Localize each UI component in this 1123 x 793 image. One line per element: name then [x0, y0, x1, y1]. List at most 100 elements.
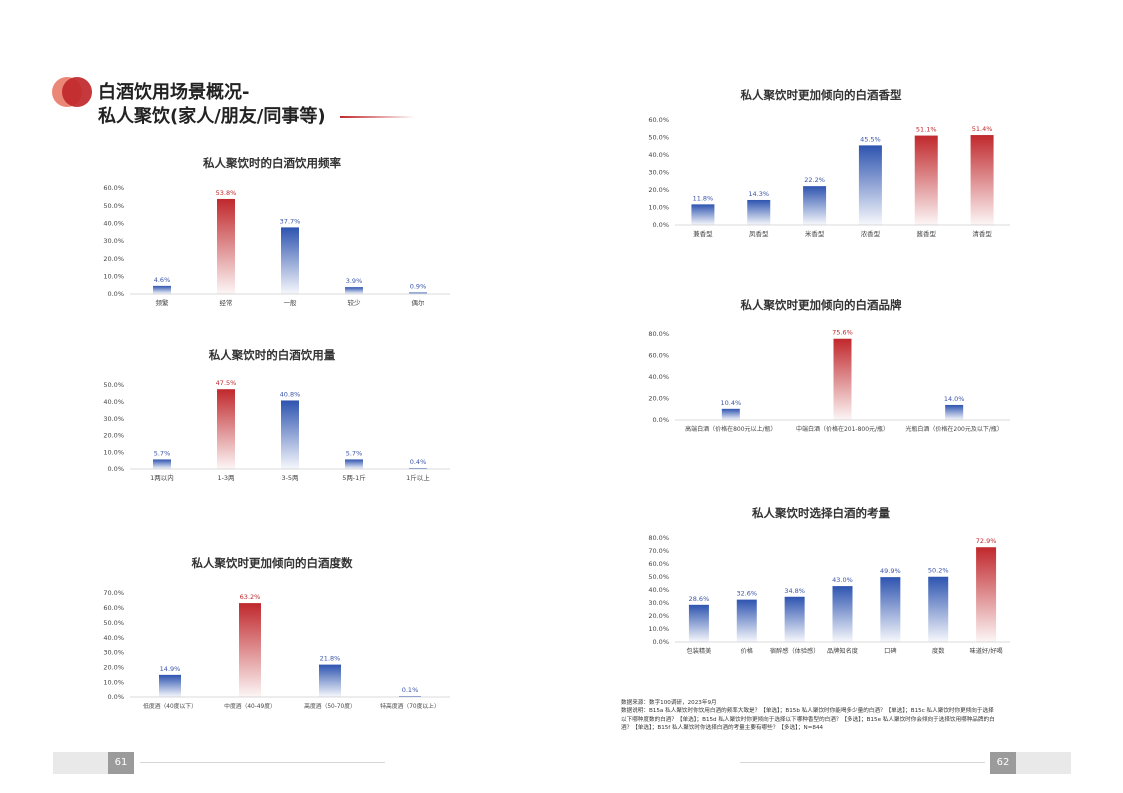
category-label: 光瓶白酒（价格在200元及以下/瓶）: [905, 425, 1002, 433]
y-tick-label: 60.0%: [648, 116, 669, 124]
y-tick-label: 40.0%: [103, 398, 124, 406]
y-tick-label: 70.0%: [648, 547, 669, 555]
y-tick-label: 80.0%: [648, 330, 669, 338]
data-label: 32.6%: [736, 590, 757, 598]
y-tick-label: 20.0%: [103, 432, 124, 440]
notes-line: 数据来源：数字100调研，2023年9月: [621, 700, 717, 706]
data-label: 51.4%: [972, 125, 993, 133]
chart-title-aroma: 私人聚饮时更加倾向的白酒香型: [740, 88, 902, 102]
data-label: 10.4%: [721, 399, 742, 407]
data-label: 34.8%: [784, 587, 805, 595]
data-label: 49.9%: [880, 567, 901, 575]
bar: [833, 338, 852, 420]
data-label: 37.7%: [280, 217, 301, 225]
data-label: 3.9%: [346, 277, 363, 285]
chart-amount: 0.0% 10.0% 20.0% 30.0% 40.0% 50.0% 5.7% 1两以内 47.…: [103, 379, 450, 482]
category-label: 1斤以上: [406, 473, 430, 482]
category-label: 5两-1斤: [342, 473, 366, 482]
y-tick-label: 30.0%: [103, 237, 124, 245]
chart-strength: 0.0% 10.0% 20.0% 30.0% 40.0% 50.0% 60.0% 70.0% 1…: [103, 589, 450, 710]
bar: [688, 604, 709, 642]
y-tick-label: 10.0%: [103, 448, 124, 456]
footer-right-bar: [1016, 752, 1071, 774]
bar: [970, 135, 994, 225]
page-title-line1: 白酒饮用场景概况-: [98, 82, 250, 103]
category-label: 度数: [932, 647, 945, 655]
y-tick-label: 30.0%: [648, 169, 669, 177]
y-tick-label: 20.0%: [648, 186, 669, 194]
y-tick-label: 10.0%: [103, 678, 124, 686]
data-label: 72.9%: [976, 537, 997, 545]
y-tick-label: 60.0%: [648, 352, 669, 360]
category-label: 频繁: [156, 298, 170, 307]
chart-title-frequency: 私人聚饮时的白酒饮用频率: [203, 156, 341, 170]
notes-line: 以下哪种度数的白酒？【单选】；B15d 私人聚饮时你更倾向于选择以下哪种香型的白…: [621, 716, 995, 723]
title-underline: [340, 116, 415, 118]
y-tick-label: 40.0%: [103, 634, 124, 642]
bar: [217, 198, 235, 294]
notes-line: 数据说明：B15a 私人聚饮时你饮用白酒的频率大致是？【单选】；B15b 私人聚…: [621, 708, 994, 715]
bar: [153, 459, 171, 469]
y-tick-label: 0.0%: [107, 465, 124, 473]
category-label: 酱香型: [917, 229, 937, 238]
chart-aroma: 0.0% 10.0% 20.0% 30.0% 40.0% 50.0% 60.0% 11.8% 兼…: [648, 116, 1010, 238]
y-tick-label: 20.0%: [648, 612, 669, 620]
data-label: 75.6%: [832, 329, 853, 337]
chart-factors: 0.0% 10.0% 20.0% 30.0% 40.0% 50.0% 60.0% 70.0% 8…: [648, 534, 1010, 655]
bar: [153, 285, 171, 294]
category-label: 浓香型: [861, 229, 881, 238]
footer-left-rule: [140, 762, 385, 763]
chart-brand: 0.0% 20.0% 40.0% 60.0% 80.0% 10.4% 高端白酒（价格在800…: [648, 329, 1010, 433]
data-label: 50.2%: [928, 567, 949, 575]
bar: [217, 389, 235, 469]
chart-title-amount: 私人聚饮时的白酒饮用量: [208, 348, 336, 362]
bar: [832, 586, 853, 642]
data-label: 11.8%: [693, 194, 714, 202]
y-tick-label: 0.0%: [107, 290, 124, 298]
bar: [803, 186, 827, 225]
data-label: 28.6%: [689, 595, 710, 603]
y-tick-label: 60.0%: [103, 604, 124, 612]
data-label: 40.8%: [280, 390, 301, 398]
bar: [858, 145, 882, 225]
category-label: 品牌知名度: [827, 647, 858, 655]
data-label: 22.2%: [804, 176, 825, 184]
page-title-line2: 私人聚饮(家人/朋友/同事等): [98, 106, 326, 127]
data-label: 14.9%: [160, 665, 181, 673]
category-label: 凤香型: [749, 229, 769, 238]
y-tick-label: 30.0%: [648, 599, 669, 607]
category-label: 经常: [220, 298, 233, 307]
y-tick-label: 60.0%: [648, 560, 669, 568]
chart-title-factors: 私人聚饮时选择白酒的考量: [752, 506, 890, 520]
y-tick-label: 70.0%: [103, 589, 124, 597]
category-label: 较少: [348, 298, 362, 307]
data-label: 0.4%: [410, 458, 427, 466]
data-label: 63.2%: [240, 593, 261, 601]
y-tick-label: 40.0%: [103, 220, 124, 228]
data-notes: 数据来源：数字100调研，2023年9月 数据说明：B15a 私人聚饮时你饮用白…: [621, 699, 1071, 733]
category-label: 高端白酒（价格在800元以上/瓶）: [685, 425, 776, 433]
y-tick-label: 10.0%: [648, 625, 669, 633]
category-label: 价格: [741, 647, 754, 655]
y-tick-label: 0.0%: [652, 638, 669, 646]
bar: [721, 408, 740, 420]
category-label: 清香型: [972, 229, 992, 238]
y-tick-label: 60.0%: [103, 184, 124, 192]
y-tick-label: 10.0%: [103, 273, 124, 281]
chart-frequency: 0.0% 10.0% 20.0% 30.0% 40.0% 50.0% 60.0% 4.6% 频繁…: [103, 184, 450, 307]
y-tick-label: 40.0%: [648, 151, 669, 159]
y-tick-label: 30.0%: [103, 415, 124, 423]
footer-left-bar: [53, 752, 108, 774]
footer-right-rule: [740, 762, 985, 763]
bar: [239, 603, 261, 697]
data-label: 14.0%: [944, 395, 965, 403]
y-tick-label: 10.0%: [648, 204, 669, 212]
bar: [345, 459, 363, 469]
data-label: 43.0%: [832, 576, 853, 584]
category-label: 口碑: [884, 647, 896, 655]
category-label: 中端白酒（价格在201-800元/瓶）: [796, 425, 889, 433]
data-label: 5.7%: [346, 449, 363, 457]
bar: [747, 199, 771, 225]
y-tick-label: 40.0%: [648, 586, 669, 594]
data-label: 5.7%: [154, 449, 171, 457]
